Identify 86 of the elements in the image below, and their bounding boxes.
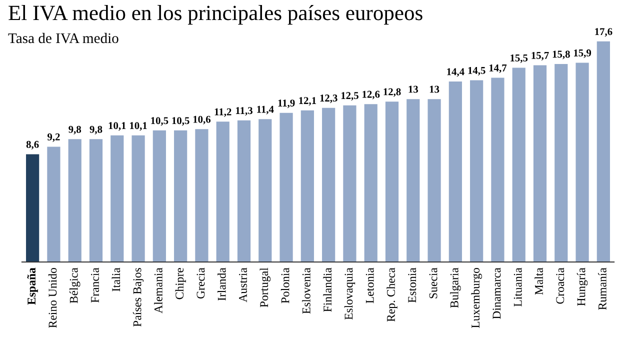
data-label: 10,6 xyxy=(193,116,211,124)
bar xyxy=(322,108,336,262)
bar xyxy=(216,122,230,262)
bar xyxy=(576,62,589,262)
data-label: 15,7 xyxy=(532,52,549,60)
data-label: 11,2 xyxy=(214,108,232,117)
data-label: 17,6 xyxy=(595,28,612,37)
data-label: 12,5 xyxy=(341,92,358,101)
x-tick-label: Grecia xyxy=(196,268,205,299)
x-tick-label: Rumanía xyxy=(598,268,606,310)
bar xyxy=(596,41,610,262)
x-tick-label: Finlandia xyxy=(323,268,332,312)
bar xyxy=(491,78,504,262)
x-tick-label: Dinamarca xyxy=(492,268,501,319)
data-label: 11,9 xyxy=(278,100,295,108)
x-tick-label: Lituania xyxy=(514,268,522,307)
data-label: 12,1 xyxy=(299,97,316,106)
bar xyxy=(385,102,399,262)
data-label: 15,5 xyxy=(510,54,528,63)
bar xyxy=(280,112,293,262)
data-label: 10,5 xyxy=(151,117,168,126)
x-tick-label: Chipre xyxy=(175,268,186,300)
x-tick-label: Eslovaquia xyxy=(344,268,356,320)
x-tick-label: Rep. Checa xyxy=(386,268,398,322)
bar xyxy=(26,154,40,262)
data-label: 12,6 xyxy=(362,90,380,100)
x-tick-label: Irlanda xyxy=(218,268,226,301)
x-tick-label: España xyxy=(27,268,38,305)
data-label: 9,2 xyxy=(47,133,60,142)
x-tick-label: Austria xyxy=(239,268,247,302)
chart-subtitle: Tasa de IVA medio xyxy=(8,32,118,44)
x-tick-label: Suecia xyxy=(429,268,438,298)
data-label: 10,5 xyxy=(172,117,190,126)
data-label: 9,8 xyxy=(90,126,102,134)
x-tick-label: Bulgaria xyxy=(450,268,461,308)
bar xyxy=(132,135,145,262)
x-tick-label: Italia xyxy=(112,268,120,292)
bar xyxy=(554,64,568,262)
x-tick-label: Letonia xyxy=(366,268,374,304)
bar xyxy=(448,82,462,262)
bar xyxy=(300,110,314,262)
x-tick-label: Alemania xyxy=(154,268,162,314)
data-label: 12,8 xyxy=(384,88,401,97)
data-label: 9,8 xyxy=(68,126,82,134)
bar xyxy=(195,129,208,262)
x-tick-label: Hungría xyxy=(576,268,588,306)
x-tick-label: Polonia xyxy=(280,268,290,304)
data-label: 13 xyxy=(408,86,418,93)
bar xyxy=(512,68,526,262)
data-label: 8,6 xyxy=(26,140,39,150)
data-label: 11,4 xyxy=(257,106,274,114)
x-tick-label: Países Bajos xyxy=(132,268,144,327)
bar xyxy=(470,80,484,262)
data-label: 14,4 xyxy=(447,68,464,77)
bar xyxy=(89,139,103,262)
bar xyxy=(110,135,124,262)
data-label: 13 xyxy=(430,86,440,93)
x-tick-label: Croacia xyxy=(556,268,564,304)
bar xyxy=(533,65,547,262)
bar xyxy=(364,104,378,262)
bar xyxy=(428,99,441,262)
x-tick-label: Reino Unido xyxy=(48,268,57,328)
data-label: 12,3 xyxy=(320,94,338,104)
x-tick-label: Estonia xyxy=(408,268,416,303)
x-tick-label: Bélgica xyxy=(69,268,80,304)
bar xyxy=(258,119,272,262)
bar xyxy=(174,130,188,262)
data-label: 15,8 xyxy=(552,50,570,60)
x-tick-label: Luxemburgo xyxy=(471,268,482,328)
bar xyxy=(343,105,356,262)
x-tick-label: Francia xyxy=(91,268,99,303)
data-label: 10,1 xyxy=(108,122,126,131)
bar xyxy=(406,99,420,262)
bar xyxy=(68,139,82,262)
data-label: 15,9 xyxy=(574,49,592,58)
bar xyxy=(47,146,60,262)
data-label: 11,3 xyxy=(236,107,252,116)
bar xyxy=(237,120,251,262)
data-label: 10,1 xyxy=(130,122,147,131)
data-label: 14,7 xyxy=(489,64,507,73)
x-tick-label: Eslovenia xyxy=(302,268,310,314)
data-label: 14,5 xyxy=(468,67,486,76)
bar xyxy=(152,130,166,262)
x-tick-label: Malta xyxy=(534,268,543,295)
chart-title: El IVA medio en los principales países europeos xyxy=(8,5,422,25)
x-tick-label: Portugal xyxy=(260,268,271,308)
